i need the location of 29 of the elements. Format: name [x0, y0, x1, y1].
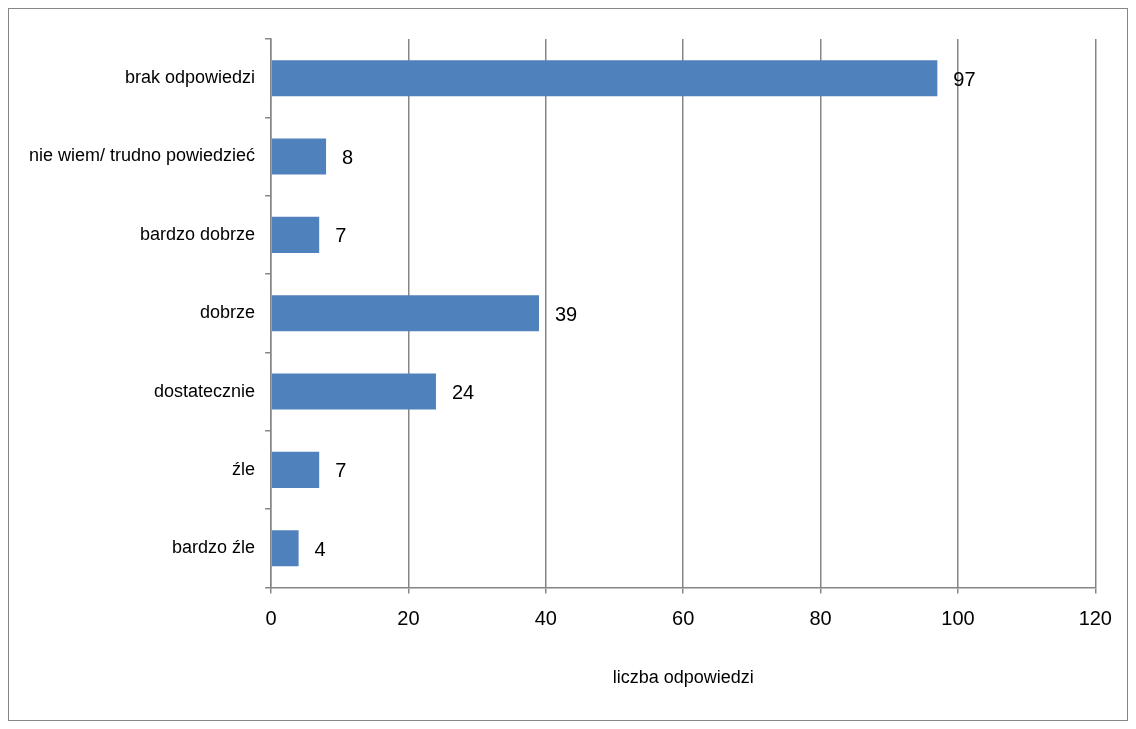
- y-tick-label: dostatecznie: [154, 380, 256, 401]
- data-label: 97: [953, 67, 976, 90]
- x-tick-label: 20: [397, 606, 420, 629]
- data-label: 8: [342, 146, 354, 169]
- y-tick-label: bardzo dobrze: [140, 223, 256, 244]
- x-tick-label: 0: [265, 606, 277, 629]
- bar: [271, 451, 320, 488]
- bar: [271, 60, 938, 97]
- y-tick-label: bardzo źle: [172, 537, 256, 558]
- data-label: 7: [335, 459, 347, 482]
- data-label: 7: [335, 224, 347, 247]
- data-label: 24: [451, 381, 475, 404]
- bar: [271, 216, 320, 253]
- bar: [271, 530, 299, 567]
- bar: [271, 138, 327, 175]
- x-tick-label: 100: [941, 606, 975, 629]
- y-tick-label: nie wiem/ trudno powiedzieć: [28, 145, 256, 166]
- x-tick-label: 40: [534, 606, 557, 629]
- bar: [271, 295, 539, 332]
- y-tick-label: źle: [232, 458, 256, 479]
- data-label: 39: [554, 302, 578, 325]
- y-tick-label: brak odpowiedzi: [125, 67, 256, 88]
- data-label: 4: [314, 537, 326, 560]
- bar: [271, 373, 436, 410]
- x-tick-label: 80: [809, 606, 832, 629]
- x-tick-label: 60: [672, 606, 695, 629]
- x-axis-title: liczba odpowiedzi: [612, 667, 754, 688]
- y-tick-label: dobrze: [200, 302, 256, 323]
- x-tick-label: 120: [1078, 606, 1112, 629]
